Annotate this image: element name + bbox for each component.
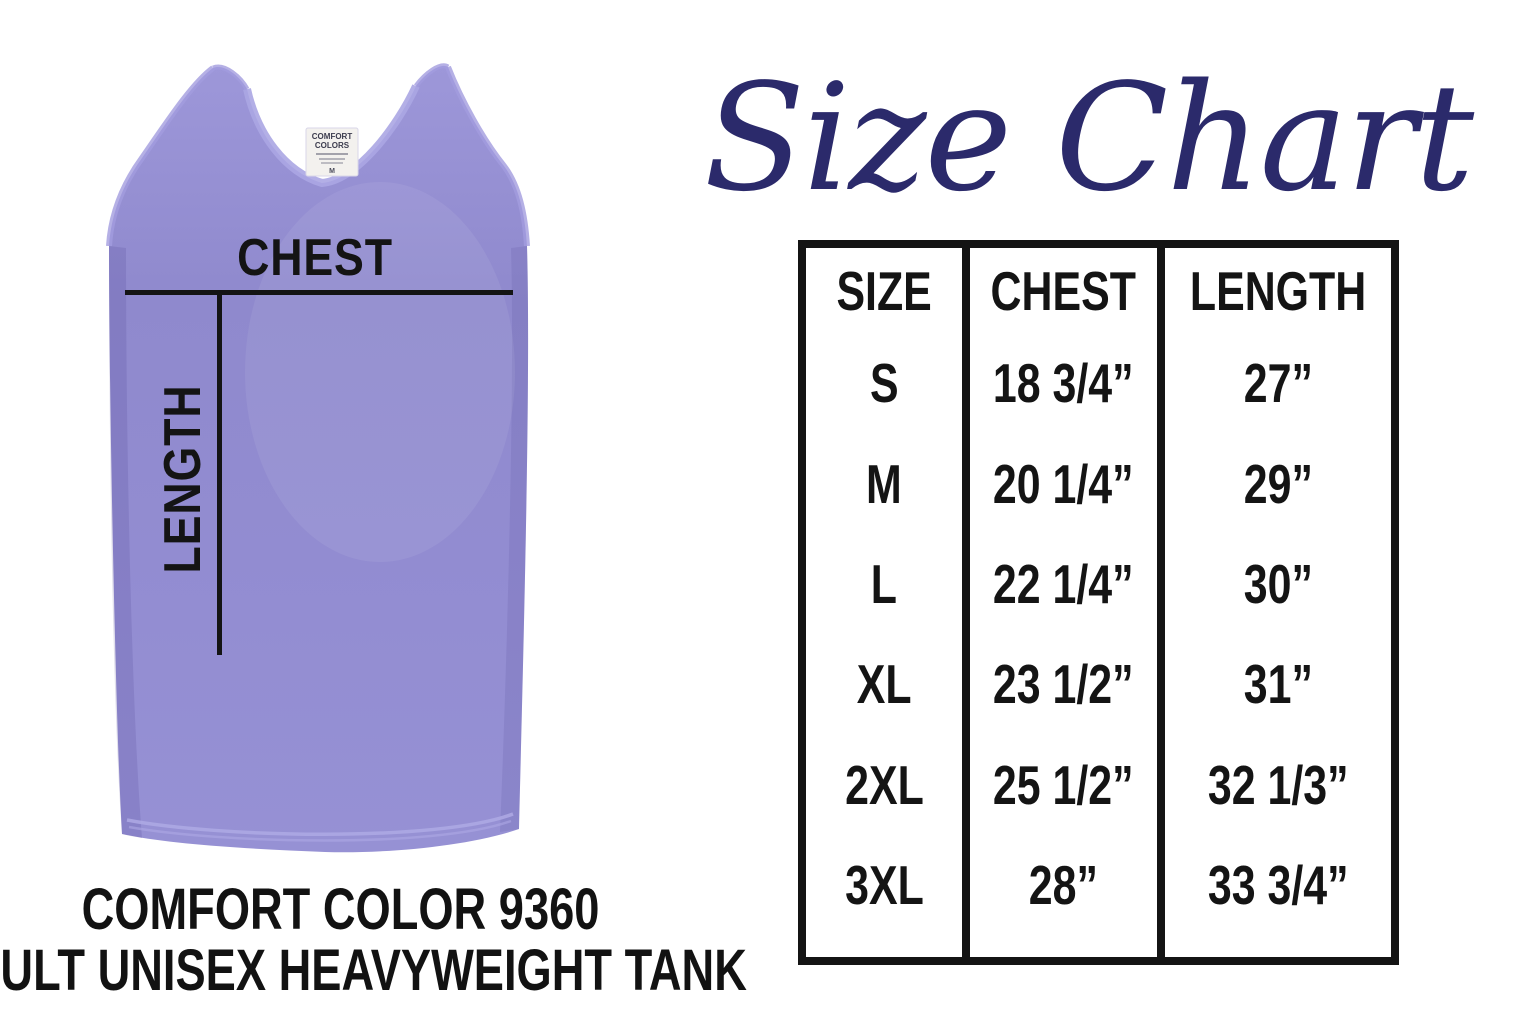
table-cell-chest-xl: 23 1/2” bbox=[993, 653, 1135, 716]
neckline-binding bbox=[243, 84, 420, 188]
table-cell-length-3xl: 33 3/4” bbox=[1207, 853, 1349, 916]
table-cell-chest-m: 20 1/4” bbox=[993, 452, 1135, 515]
size-column-header: SIZE bbox=[836, 259, 932, 322]
neck-tag: COMFORT COLORS M bbox=[305, 127, 359, 177]
length-measure-line bbox=[217, 290, 222, 655]
product-caption: COMFORT COLOR 9360 ADULT UNISEX HEAVYWEI… bbox=[0, 879, 861, 1001]
armhole-binding-right bbox=[445, 65, 530, 247]
chest-column-header: CHEST bbox=[990, 259, 1137, 322]
table-cell-chest-s: 18 3/4” bbox=[993, 352, 1135, 415]
tank-top-image: COMFORT COLORS M bbox=[106, 63, 530, 853]
table-cell-size-2xl: 2XL bbox=[844, 753, 924, 816]
table-cell-chest-2xl: 25 1/2” bbox=[993, 753, 1135, 816]
tank-shadow-left bbox=[109, 246, 142, 838]
table-cell-chest-l: 22 1/4” bbox=[993, 552, 1135, 615]
table-cell-size-l: L bbox=[871, 552, 898, 615]
chest-measure-line bbox=[125, 290, 513, 295]
neck-tag-brand-1: COMFORT bbox=[312, 132, 353, 141]
size-table-col-size: SIZE S M L XL 2XL 3XL bbox=[806, 248, 962, 957]
size-table-col-length: LENGTH 27” 29” 30” 31” 32 1/3” 33 3/4” bbox=[1156, 248, 1391, 957]
page-title: Size Chart bbox=[703, 52, 1474, 224]
tank-body bbox=[109, 65, 529, 853]
table-cell-length-2xl: 32 1/3” bbox=[1207, 753, 1349, 816]
strap-edge-right bbox=[414, 63, 450, 88]
product-caption-line-2: ADULT UNISEX HEAVYWEIGHT TANK bbox=[0, 938, 747, 1003]
hem-stitch-2 bbox=[128, 819, 512, 842]
neck-tag-size: M bbox=[329, 168, 335, 175]
table-cell-size-m: M bbox=[866, 452, 903, 515]
chest-measure-label: CHEST bbox=[237, 229, 393, 287]
table-cell-size-xl: XL bbox=[856, 653, 912, 716]
table-cell-size-3xl: 3XL bbox=[844, 853, 924, 916]
strap-edge-left bbox=[212, 64, 250, 91]
table-cell-length-s: 27” bbox=[1243, 352, 1313, 415]
table-cell-length-m: 29” bbox=[1243, 452, 1313, 515]
hem-stitch bbox=[126, 812, 514, 836]
length-measure-label: LENGTH bbox=[154, 384, 212, 574]
length-column-header: LENGTH bbox=[1189, 259, 1367, 322]
tank-sheen bbox=[245, 182, 515, 562]
product-caption-line-1: COMFORT COLOR 9360 bbox=[82, 877, 600, 942]
table-cell-chest-3xl: 28” bbox=[1029, 853, 1099, 916]
neck-tag-brand-2: COLORS bbox=[315, 141, 350, 150]
tank-shadow-right bbox=[500, 246, 529, 832]
table-cell-size-s: S bbox=[869, 352, 899, 415]
table-cell-length-xl: 31” bbox=[1243, 653, 1313, 716]
table-cell-length-l: 30” bbox=[1243, 552, 1313, 615]
armhole-binding-left bbox=[106, 65, 215, 247]
size-table-col-chest: CHEST 18 3/4” 20 1/4” 22 1/4” 23 1/2” 25… bbox=[962, 248, 1156, 957]
size-table: SIZE S M L XL 2XL 3XL CHEST 18 3/4” 20 1… bbox=[798, 240, 1399, 965]
